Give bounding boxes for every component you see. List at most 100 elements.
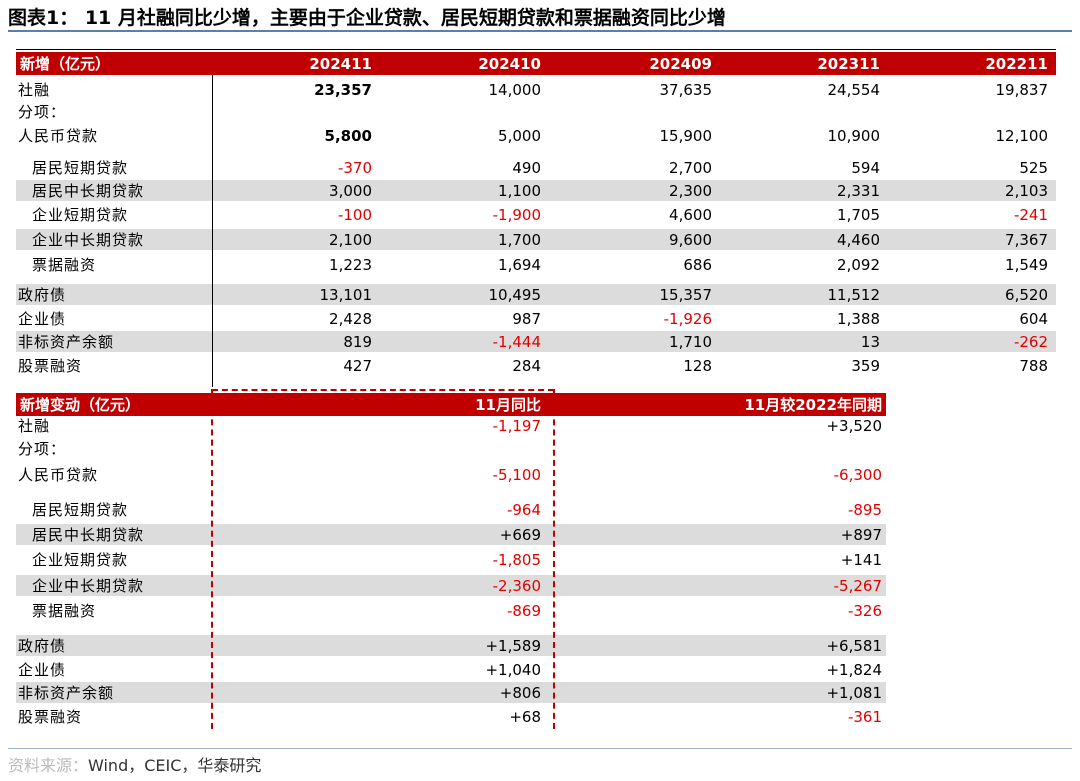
row-label: 社融 xyxy=(18,417,51,435)
table-cell xyxy=(212,101,372,122)
table-cell: 490 xyxy=(512,158,541,177)
row-label: 居民中长期贷款 xyxy=(32,182,145,200)
table-row: 企业债 +1,040 +1,824 xyxy=(16,659,886,680)
table-row: 企业短期贷款 -1,805 +141 xyxy=(16,549,886,570)
table-cell: 594 xyxy=(851,158,880,177)
table-cell: 23,357 xyxy=(314,80,372,99)
table-cell: +1,589 xyxy=(485,636,541,655)
table-cell: 7,367 xyxy=(1005,230,1048,249)
table-row: 居民中长期贷款 +669 +897 xyxy=(16,524,886,545)
highlight-box-right xyxy=(553,389,555,729)
table-cell: +3,520 xyxy=(826,416,882,435)
table1-header: 新增（亿元） 202411 202410 202409 202311 202211 xyxy=(16,52,1056,75)
row-label: 分项： xyxy=(18,440,67,458)
bottom-rule xyxy=(8,748,1072,749)
table-cell: -1,805 xyxy=(492,550,541,569)
table-cell: -361 xyxy=(847,707,882,726)
table-cell: +669 xyxy=(499,525,541,544)
table-cell: 819 xyxy=(343,332,372,351)
table-cell: 2,428 xyxy=(329,309,372,328)
table-cell: 6,520 xyxy=(1005,285,1048,304)
table-cell: 2,700 xyxy=(669,158,712,177)
table-cell: 128 xyxy=(683,356,712,375)
table-cell: +1,081 xyxy=(826,683,882,702)
table-cell: +897 xyxy=(840,525,882,544)
table-cell: 1,549 xyxy=(1005,255,1048,274)
table-cell: 4,600 xyxy=(669,205,712,224)
table-cell: 13,101 xyxy=(319,285,373,304)
table-cell: 3,000 xyxy=(329,181,372,200)
table-cell: 10,495 xyxy=(488,285,542,304)
table-cell: -1,900 xyxy=(492,205,541,224)
table-cell: -5,267 xyxy=(833,576,882,595)
table-cell xyxy=(662,438,882,459)
table-cell: -370 xyxy=(337,158,372,177)
table-cell: 4,460 xyxy=(837,230,880,249)
table-cell: 686 xyxy=(683,255,712,274)
table-cell xyxy=(720,101,880,122)
table-cell: -964 xyxy=(506,500,541,519)
table-cell: 1,705 xyxy=(837,205,880,224)
table-cell: 2,331 xyxy=(837,181,880,200)
row-label: 企业中长期贷款 xyxy=(32,577,145,595)
row-label: 人民币贷款 xyxy=(18,466,99,484)
table-row: 企业中长期贷款 -2,360 -5,267 xyxy=(16,575,886,596)
row-label: 政府债 xyxy=(18,286,67,304)
highlight-box-left xyxy=(211,389,213,729)
table-row: 人民币贷款 5,800 5,000 15,900 10,900 12,100 xyxy=(16,125,1056,146)
table-cell xyxy=(321,438,541,459)
title-rule xyxy=(8,30,1072,32)
table-row: 企业中长期贷款 2,100 1,700 9,600 4,460 7,367 xyxy=(16,229,1056,250)
row-label: 居民中长期贷款 xyxy=(32,526,145,544)
table-cell: 5,000 xyxy=(498,126,541,145)
table1-header-period: 202409 xyxy=(649,54,712,73)
figure-title: 图表1： 11 月社融同比少增，主要由于企业贷款、居民短期贷款和票据融资同比少增 xyxy=(8,7,726,29)
row-label: 票据融资 xyxy=(32,256,97,274)
table-cell: 37,635 xyxy=(659,80,713,99)
table-cell: +6,581 xyxy=(826,636,882,655)
table-row: 社融 23,357 14,000 37,635 24,554 19,837 xyxy=(16,79,1056,100)
row-label: 股票融资 xyxy=(18,357,83,375)
table1-header-label: 新增（亿元） xyxy=(20,55,111,73)
table-cell: -869 xyxy=(506,601,541,620)
table2-header-label: 新增变动（亿元） xyxy=(20,396,141,414)
table-row: 非标资产余额 819 -1,444 1,710 13 -262 xyxy=(16,331,1056,352)
row-label: 居民短期贷款 xyxy=(32,159,129,177)
table-cell: +1,040 xyxy=(485,660,541,679)
table-cell: 19,837 xyxy=(995,80,1049,99)
table-cell: +141 xyxy=(840,550,882,569)
table-cell: 2,092 xyxy=(837,255,880,274)
row-label: 企业债 xyxy=(18,661,67,679)
table2-header-col: 11月同比 xyxy=(475,396,541,414)
table-cell: -895 xyxy=(847,500,882,519)
row-label: 社融 xyxy=(18,81,51,99)
row-label: 企业债 xyxy=(18,310,67,328)
table1-divider xyxy=(212,75,213,387)
table-row: 分项： xyxy=(16,438,886,459)
row-label: 非标资产余额 xyxy=(18,684,115,702)
table1-top-rule xyxy=(16,49,1056,50)
table-cell: 604 xyxy=(1019,309,1048,328)
table2-header-col: 11月较2022年同期 xyxy=(744,396,882,414)
table-cell: 9,600 xyxy=(669,230,712,249)
table-row: 社融 -1,197 +3,520 xyxy=(16,415,886,436)
table-cell: 359 xyxy=(851,356,880,375)
table-cell: 1,388 xyxy=(837,309,880,328)
table-cell: -5,100 xyxy=(492,465,541,484)
table-cell xyxy=(552,101,712,122)
table-row: 企业债 2,428 987 -1,926 1,388 604 xyxy=(16,308,1056,329)
table1-header-period: 202311 xyxy=(817,54,880,73)
table-cell: -2,360 xyxy=(492,576,541,595)
table-cell: -326 xyxy=(847,601,882,620)
source-watermark: 资料来源： xyxy=(8,756,89,775)
table-cell: 2,300 xyxy=(669,181,712,200)
highlight-box-top xyxy=(212,389,554,391)
table-cell: 2,100 xyxy=(329,230,372,249)
table-cell: 15,357 xyxy=(659,285,713,304)
table-cell: 15,900 xyxy=(659,126,713,145)
table-row: 政府债 +1,589 +6,581 xyxy=(16,635,886,656)
row-label: 企业短期贷款 xyxy=(32,206,129,224)
table-cell: -100 xyxy=(337,205,372,224)
table-cell: 284 xyxy=(512,356,541,375)
source-note: 资料来源：Wind，CEIC，华泰研究 xyxy=(8,752,261,776)
